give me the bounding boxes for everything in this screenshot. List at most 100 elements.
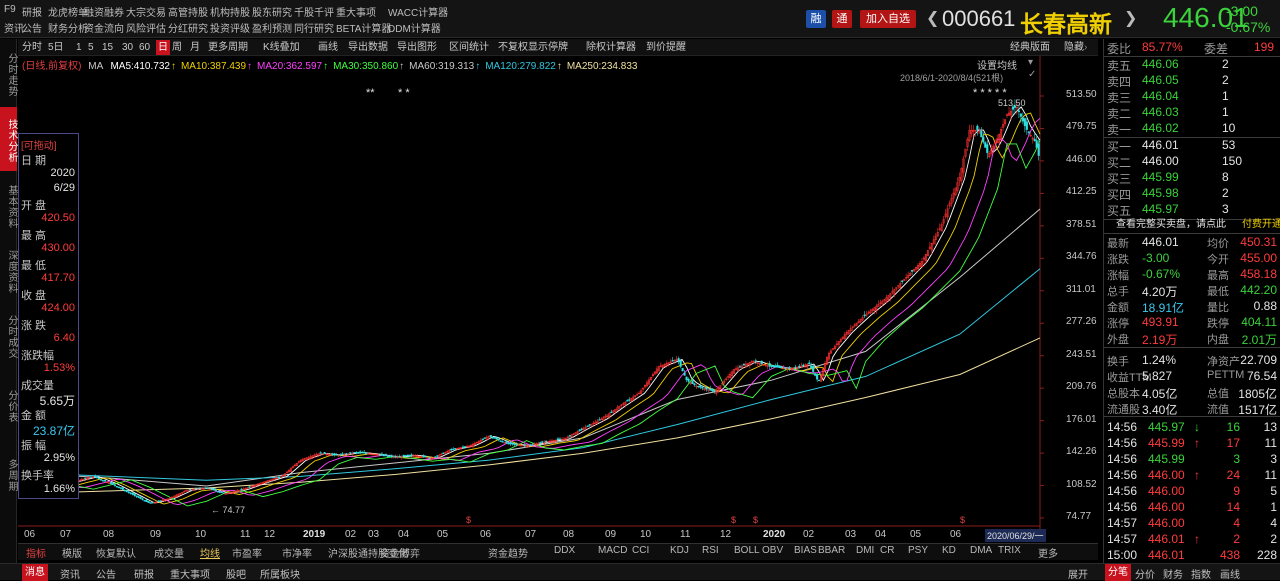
bottom-tab-2[interactable]: 公告 xyxy=(96,570,116,581)
side-tab-6[interactable]: 多周期 xyxy=(6,459,17,492)
hide-arrow-icon[interactable]: › xyxy=(1084,42,1088,53)
side-tab-5[interactable]: 分价表 xyxy=(6,390,17,423)
hide-button[interactable]: 隐藏 xyxy=(1064,42,1084,53)
timeframe-8[interactable]: 周 xyxy=(172,42,182,53)
menu-item-row2-7[interactable]: 盈利预测 xyxy=(252,24,292,35)
next-stock-icon[interactable]: ❯ xyxy=(1124,10,1138,27)
add-watchlist-button[interactable]: 加入自选 xyxy=(860,10,916,28)
range-pin-icon[interactable]: ✓ xyxy=(1028,69,1037,80)
indicator-tab-17[interactable]: BIAS xyxy=(794,545,817,556)
menu-item-row2-2[interactable]: 财务分析 xyxy=(48,24,88,35)
indicator-tab-22[interactable]: KD xyxy=(942,545,956,556)
timeframe-2[interactable]: 1 xyxy=(76,42,82,53)
indicator-tab-19[interactable]: DMI xyxy=(856,545,875,556)
bottom-tab-5[interactable]: 股吧 xyxy=(226,570,246,581)
ma-settings-button[interactable]: 设置均线 xyxy=(977,61,1017,72)
indicator-tab-10[interactable]: DDX xyxy=(554,545,576,556)
timeframe-1[interactable]: 5日 xyxy=(48,42,64,53)
prev-stock-icon[interactable]: ❮ xyxy=(926,10,940,27)
menu-item-row2-8[interactable]: 同行研究 xyxy=(294,24,334,35)
indicator-tab-18[interactable]: BBAR xyxy=(818,545,846,556)
menu-item-row2-6[interactable]: 投资评级 xyxy=(210,24,250,35)
timeframe-4[interactable]: 15 xyxy=(102,42,114,53)
subscribe-link[interactable]: 付费开通 xyxy=(1242,219,1280,230)
bottom-tab-0[interactable]: 消息 xyxy=(22,564,48,581)
side-tab-2[interactable]: 基本资料 xyxy=(6,184,17,229)
menu-item-row2-0[interactable]: 资讯 xyxy=(4,24,24,35)
ma-settings-arrow-icon[interactable]: ▾ xyxy=(1028,57,1034,68)
bottom-right-tab-1[interactable]: 分笔 xyxy=(1105,564,1131,581)
timeframe-12[interactable]: 画线 xyxy=(318,42,338,53)
timeframe-7[interactable]: 日 xyxy=(156,40,170,55)
indicator-tab-25[interactable]: 更多 xyxy=(1038,549,1058,560)
kline-chart-svg[interactable]: ** * * * * * * * $ $ $ $513.50 ← 74.77 xyxy=(16,56,1098,540)
indicator-tab-9[interactable]: 资金趋势 xyxy=(488,549,528,560)
menu-item-8[interactable]: 千股千评 xyxy=(294,8,334,19)
indicator-tab-5[interactable]: 市盈率 xyxy=(232,549,262,560)
bottom-right-tab-0[interactable]: 展开 xyxy=(1068,570,1088,581)
timeframe-19[interactable]: 到价提醒 xyxy=(646,42,686,53)
indicator-tab-23[interactable]: DMA xyxy=(970,545,993,556)
bottom-tab-4[interactable]: 重大事项 xyxy=(170,570,210,581)
side-tab-1[interactable]: 技术分析 xyxy=(0,107,17,171)
menu-item-1[interactable]: 研报 xyxy=(22,8,42,19)
timeframe-13[interactable]: 导出数据 xyxy=(348,42,388,53)
menu-item-5[interactable]: 高管持股 xyxy=(168,8,208,19)
indicator-tab-11[interactable]: MACD xyxy=(598,545,628,556)
indicator-tab-15[interactable]: BOLL xyxy=(734,545,760,556)
indicator-tab-13[interactable]: KDJ xyxy=(670,545,689,556)
timeframe-10[interactable]: 更多周期 xyxy=(208,42,248,53)
indicator-tab-12[interactable]: CCI xyxy=(632,545,650,556)
timeframe-9[interactable]: 月 xyxy=(190,42,200,53)
bottom-right-tab-3[interactable]: 财务 xyxy=(1163,570,1183,581)
menu-item-7[interactable]: 股东研究 xyxy=(252,8,292,19)
menu-item-9[interactable]: 重大事项 xyxy=(336,8,376,19)
menu-item-row2-9[interactable]: BETA计算器 xyxy=(336,24,392,35)
classic-layout-button[interactable]: 经典版面 xyxy=(1010,42,1050,53)
timeframe-18[interactable]: 除权计算器 xyxy=(586,42,636,53)
timeframe-16[interactable]: 不复权 xyxy=(498,42,528,53)
timeframe-17[interactable]: 显示停牌 xyxy=(528,42,568,53)
menu-item-0[interactable]: F9 xyxy=(4,4,16,15)
timeframe-6[interactable]: 60 xyxy=(139,42,151,53)
timeframe-5[interactable]: 30 xyxy=(122,42,134,53)
menu-item-row2-5[interactable]: 分红研究 xyxy=(168,24,208,35)
indicator-tab-3[interactable]: 成交量 xyxy=(154,549,184,560)
indicator-tab-8[interactable]: 资金博弈 xyxy=(380,549,420,560)
indicator-tab-0[interactable]: 指标 xyxy=(26,549,46,560)
bottom-right-tab-4[interactable]: 指数 xyxy=(1191,570,1211,581)
timeframe-15[interactable]: 区间统计 xyxy=(449,42,489,53)
tong-button[interactable]: 通 xyxy=(832,10,852,28)
indicator-tab-24[interactable]: TRIX xyxy=(998,545,1021,556)
full-book-link[interactable]: 查看完整买卖盘，请点此 xyxy=(1116,219,1226,230)
timeframe-11[interactable]: K线叠加 xyxy=(263,42,300,53)
side-tab-3[interactable]: 深度资料 xyxy=(6,249,17,294)
indicator-tab-20[interactable]: CR xyxy=(880,545,895,556)
bottom-right-tab-5[interactable]: 画线 xyxy=(1220,570,1240,581)
side-tab-0[interactable]: 分时走势 xyxy=(6,52,17,97)
menu-item-10[interactable]: WACC计算器 xyxy=(388,8,449,19)
menu-item-4[interactable]: 大宗交易 xyxy=(126,8,166,19)
indicator-tab-4[interactable]: 均线 xyxy=(200,549,220,560)
indicator-tab-1[interactable]: 模版 xyxy=(62,549,82,560)
timeframe-3[interactable]: 5 xyxy=(88,42,94,53)
bottom-tab-3[interactable]: 研报 xyxy=(134,570,154,581)
timeframe-0[interactable]: 分时 xyxy=(22,42,42,53)
side-tab-4[interactable]: 分时成交 xyxy=(6,314,17,359)
menu-item-row2-10[interactable]: DDM计算器 xyxy=(388,24,441,35)
indicator-tab-7[interactable]: 沪深股通持股变化 xyxy=(328,549,408,560)
kline-chart[interactable]: ** * * * * * * * $ $ $ $513.50 ← 74.77 xyxy=(16,56,1098,540)
bottom-tab-6[interactable]: 所属板块 xyxy=(260,570,300,581)
menu-item-3[interactable]: 融资融券 xyxy=(84,8,124,19)
indicator-tab-14[interactable]: RSI xyxy=(702,545,719,556)
menu-item-6[interactable]: 机构持股 xyxy=(210,8,250,19)
menu-item-2[interactable]: 龙虎榜单 xyxy=(48,8,88,19)
indicator-tab-21[interactable]: PSY xyxy=(908,545,929,556)
candle-info-panel[interactable]: [可拖动] 日 期 2020 6/29 开 盘 420.50 最 高 430.0… xyxy=(18,133,79,499)
timeframe-14[interactable]: 导出图形 xyxy=(397,42,437,53)
menu-item-row2-1[interactable]: 公告 xyxy=(22,24,42,35)
bottom-right-tab-2[interactable]: 分价 xyxy=(1135,570,1155,581)
rong-button[interactable]: 融 xyxy=(806,10,826,28)
bottom-tab-1[interactable]: 资讯 xyxy=(60,570,80,581)
indicator-tab-2[interactable]: 恢复默认 xyxy=(96,549,136,560)
